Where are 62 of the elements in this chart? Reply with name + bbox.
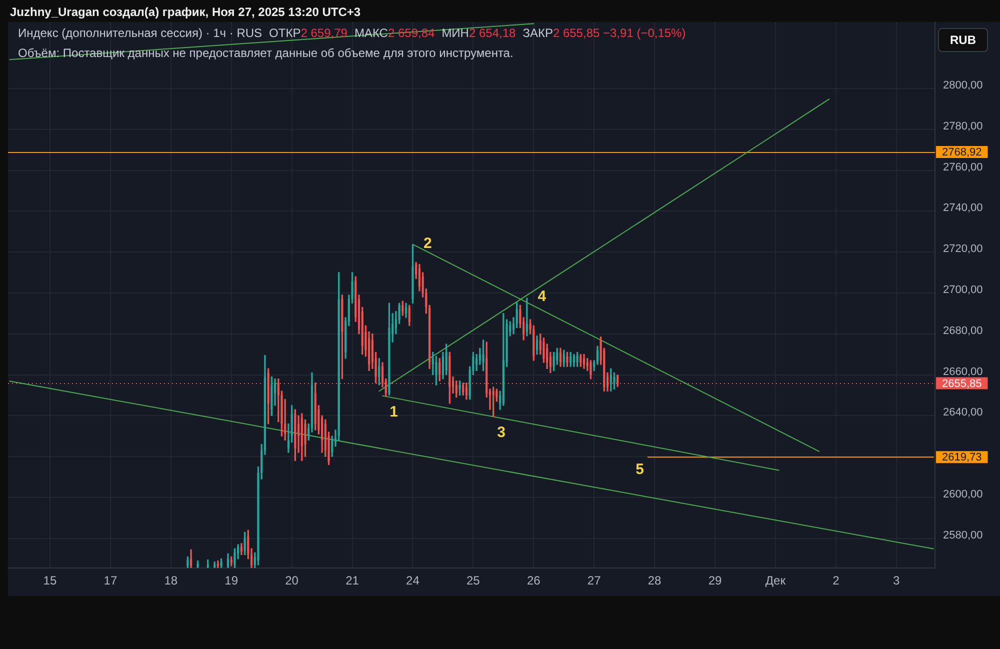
x-tick-label: 29 xyxy=(708,574,722,588)
y-tick-label: 2720,00 xyxy=(943,243,983,256)
annotation: ОТКР xyxy=(269,26,301,40)
x-tick-label: 19 xyxy=(224,574,238,588)
text: 4 xyxy=(538,288,546,306)
candlestick xyxy=(220,558,222,568)
x-tick-label: 21 xyxy=(346,574,360,588)
candlestick xyxy=(458,380,461,396)
y-tick-label: 2660,00 xyxy=(943,366,983,378)
y-tick-label: 2580,00 xyxy=(943,529,983,542)
x-tick-label: Дек xyxy=(765,574,786,588)
text: 3 xyxy=(497,424,506,441)
annotation: 2 659,79 xyxy=(300,26,348,40)
candlestick xyxy=(576,352,578,367)
candlestick xyxy=(412,244,414,304)
candlestick xyxy=(186,556,189,568)
x-tick-label: 2 xyxy=(832,574,840,588)
x-tick-label: 20 xyxy=(285,574,299,588)
chart-subtitle: Индекс (дополнительная сессия) · 1ч · RUS xyxy=(18,26,262,40)
candlestick xyxy=(445,344,448,376)
x-tick-label: 3 xyxy=(893,574,900,588)
chart-title: Juzhny_Uragan создал(а) график, Ноя 27, 2025 13:20 UTC+3 xyxy=(10,5,361,19)
x-tick-label: 28 xyxy=(648,574,662,588)
y-tick-label: 2800,00 xyxy=(943,79,983,92)
ref-line-label: 2768,92 xyxy=(942,146,982,159)
y-tick-label: 2600,00 xyxy=(943,488,983,500)
candlestick xyxy=(613,372,616,390)
annotation: 2 654,18 xyxy=(468,26,516,40)
x-tick-label: 17 xyxy=(104,574,118,588)
x-tick-label: 27 xyxy=(587,574,602,588)
candlestick xyxy=(304,419,306,457)
candlestick xyxy=(482,340,484,371)
annotation: 2 655,85 −3,91 (−0,15%) xyxy=(552,26,686,40)
annotation: ЗАКР xyxy=(522,26,553,40)
candlestick xyxy=(267,368,270,424)
candlestick xyxy=(552,352,555,371)
y-tick-label: 2640,00 xyxy=(943,406,983,419)
y-tick-label: 2740,00 xyxy=(943,202,983,214)
y-axis-title: RUB xyxy=(938,28,988,52)
x-tick-label: 15 xyxy=(43,574,57,588)
y-tick-label: 2780,00 xyxy=(943,120,983,132)
y-tick-label: 2700,00 xyxy=(943,284,983,296)
y-tick-label: 2680,00 xyxy=(943,324,983,337)
candlestick xyxy=(341,294,344,380)
x-tick-label: 18 xyxy=(164,574,178,588)
candlestick xyxy=(435,356,438,386)
x-tick-label: 26 xyxy=(526,574,541,588)
candlestick xyxy=(244,532,246,556)
y-tick-label: 2760,00 xyxy=(943,161,983,174)
x-tick-label: 24 xyxy=(406,574,420,588)
x-tick-label: 25 xyxy=(466,574,480,588)
candlestick xyxy=(234,548,236,568)
candlestick xyxy=(196,560,199,568)
text: 2 xyxy=(424,235,432,252)
candlestick xyxy=(566,352,568,367)
annotation: МИН xyxy=(442,26,469,40)
ref-line-label: 2655,85 xyxy=(942,378,982,390)
data-label: 2619,73 xyxy=(942,452,982,464)
candlestick xyxy=(388,302,390,396)
candlestick xyxy=(590,360,592,380)
series-label: 5 xyxy=(636,461,644,478)
text: 1 xyxy=(390,403,398,420)
